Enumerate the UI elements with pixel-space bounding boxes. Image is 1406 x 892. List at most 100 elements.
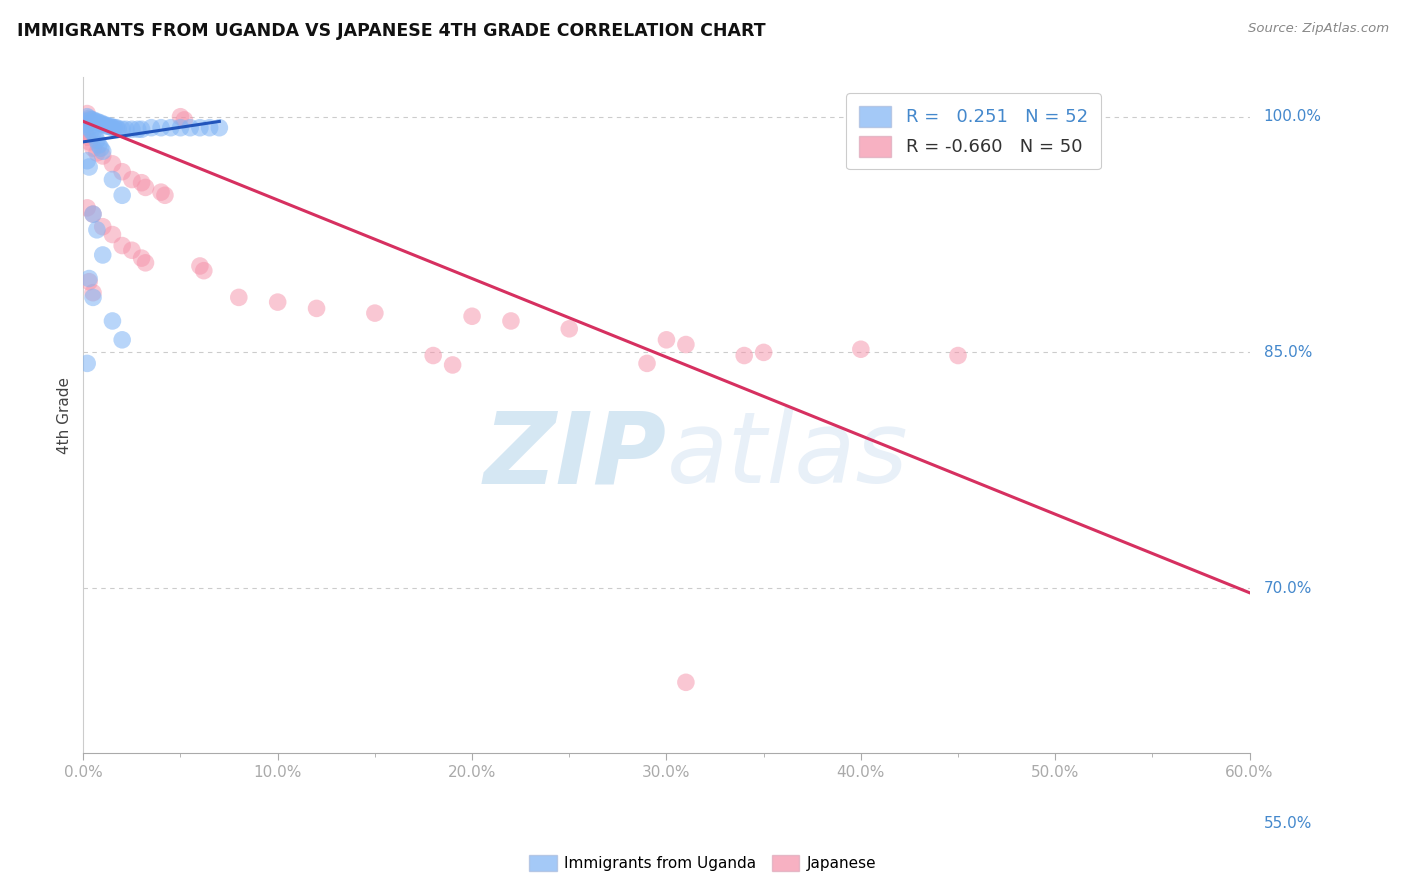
Point bbox=[97, 119, 120, 133]
Point bbox=[121, 122, 143, 136]
Point bbox=[77, 112, 100, 126]
Point bbox=[305, 301, 328, 316]
Point bbox=[193, 263, 215, 277]
Point bbox=[101, 120, 124, 135]
Point bbox=[188, 259, 211, 273]
Point bbox=[82, 207, 104, 221]
Point bbox=[364, 306, 387, 320]
Text: 100.0%: 100.0% bbox=[1264, 109, 1322, 124]
Point bbox=[87, 138, 110, 153]
Point bbox=[131, 176, 153, 190]
Point bbox=[115, 122, 138, 136]
Point bbox=[636, 356, 658, 370]
Point bbox=[86, 145, 108, 160]
Point bbox=[946, 349, 969, 363]
Point bbox=[675, 337, 697, 351]
Point bbox=[208, 120, 231, 135]
Point bbox=[82, 112, 104, 127]
Point bbox=[121, 172, 143, 186]
Point bbox=[179, 120, 201, 135]
Point bbox=[91, 145, 114, 159]
Point bbox=[77, 275, 100, 289]
Point bbox=[96, 119, 118, 133]
Point bbox=[441, 358, 464, 372]
Point bbox=[80, 124, 103, 138]
Point bbox=[107, 122, 129, 136]
Point bbox=[153, 188, 176, 202]
Text: 85.0%: 85.0% bbox=[1264, 345, 1312, 359]
Point bbox=[131, 122, 153, 136]
Y-axis label: 4th Grade: 4th Grade bbox=[58, 376, 72, 454]
Point bbox=[76, 201, 98, 215]
Legend: Immigrants from Uganda, Japanese: Immigrants from Uganda, Japanese bbox=[524, 850, 882, 875]
Point bbox=[733, 349, 755, 363]
Point bbox=[100, 119, 122, 133]
Point bbox=[101, 157, 124, 171]
Point bbox=[150, 185, 173, 199]
Point bbox=[127, 122, 149, 136]
Point bbox=[101, 172, 124, 186]
Point bbox=[76, 153, 98, 168]
Point bbox=[77, 120, 100, 135]
Point bbox=[101, 227, 124, 242]
Text: ZIP: ZIP bbox=[484, 408, 666, 504]
Point bbox=[91, 219, 114, 234]
Point bbox=[91, 149, 114, 163]
Point bbox=[198, 120, 221, 135]
Point bbox=[93, 118, 115, 132]
Point bbox=[90, 116, 112, 130]
Point bbox=[82, 207, 104, 221]
Point bbox=[76, 356, 98, 370]
Point bbox=[77, 271, 100, 285]
Text: atlas: atlas bbox=[666, 408, 908, 504]
Point bbox=[111, 333, 134, 347]
Point bbox=[121, 244, 143, 258]
Point bbox=[82, 285, 104, 300]
Point bbox=[86, 223, 108, 237]
Point bbox=[111, 238, 134, 252]
Point bbox=[134, 256, 156, 270]
Point bbox=[91, 248, 114, 262]
Point bbox=[111, 188, 134, 202]
Text: 55.0%: 55.0% bbox=[1264, 816, 1312, 831]
Point bbox=[675, 675, 697, 690]
Point bbox=[87, 116, 110, 130]
Point bbox=[76, 110, 98, 124]
Text: 70.0%: 70.0% bbox=[1264, 581, 1312, 596]
Point bbox=[84, 114, 107, 128]
Point bbox=[105, 120, 128, 135]
Point bbox=[111, 164, 134, 178]
Point bbox=[188, 120, 211, 135]
Point bbox=[228, 290, 250, 304]
Point bbox=[461, 310, 484, 324]
Legend: R =   0.251   N = 52, R = -0.660   N = 50: R = 0.251 N = 52, R = -0.660 N = 50 bbox=[846, 94, 1101, 169]
Point bbox=[655, 333, 678, 347]
Point bbox=[752, 345, 775, 359]
Point bbox=[159, 120, 181, 135]
Point bbox=[131, 251, 153, 265]
Point bbox=[169, 120, 191, 135]
Point bbox=[103, 120, 125, 135]
Point bbox=[82, 125, 104, 139]
Point bbox=[173, 112, 195, 127]
Point bbox=[80, 112, 103, 127]
Point bbox=[77, 112, 100, 127]
Point bbox=[82, 141, 104, 155]
Point bbox=[77, 135, 100, 149]
Point bbox=[86, 133, 108, 147]
Point bbox=[76, 118, 98, 132]
Point bbox=[77, 160, 100, 174]
Point bbox=[141, 120, 163, 135]
Point bbox=[90, 141, 112, 155]
Point bbox=[134, 180, 156, 194]
Point bbox=[82, 290, 104, 304]
Point bbox=[422, 349, 444, 363]
Point bbox=[101, 314, 124, 328]
Text: IMMIGRANTS FROM UGANDA VS JAPANESE 4TH GRADE CORRELATION CHART: IMMIGRANTS FROM UGANDA VS JAPANESE 4TH G… bbox=[17, 22, 765, 40]
Point bbox=[150, 120, 173, 135]
Point bbox=[76, 130, 98, 145]
Point bbox=[76, 106, 98, 120]
Point bbox=[558, 322, 581, 336]
Point bbox=[266, 295, 288, 310]
Point bbox=[75, 114, 97, 128]
